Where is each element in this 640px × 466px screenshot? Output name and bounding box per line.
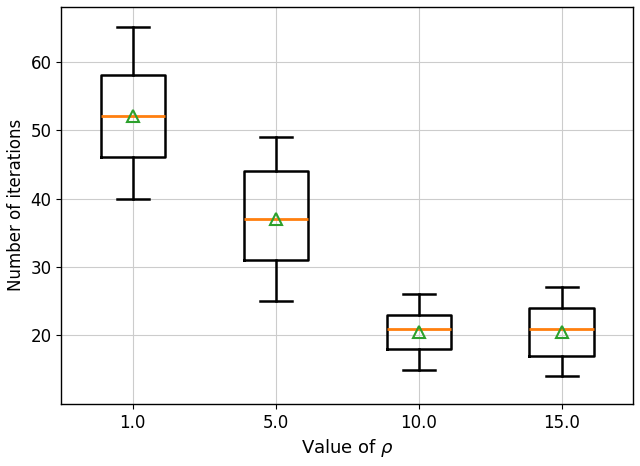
- Y-axis label: Number of iterations: Number of iterations: [7, 119, 25, 292]
- X-axis label: Value of $\rho$: Value of $\rho$: [301, 437, 394, 459]
